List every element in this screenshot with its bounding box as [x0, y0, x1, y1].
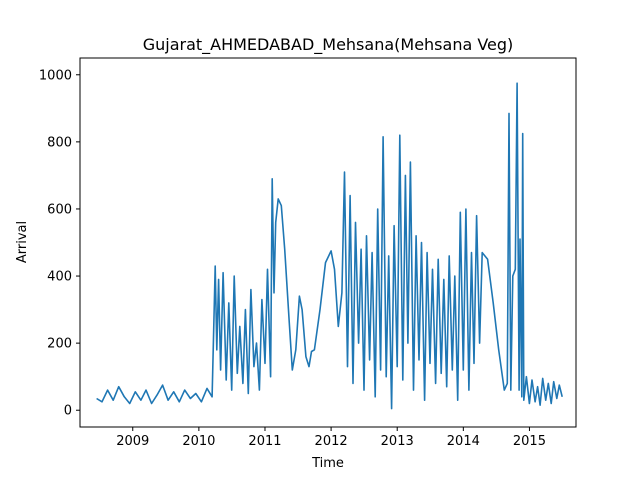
series-line-1 — [96, 82, 563, 410]
y-tick-label: 1000 — [39, 68, 72, 83]
y-axis-label: Arrival — [15, 221, 30, 263]
y-tick-label: 0 — [64, 404, 72, 419]
x-tick-label: 2015 — [513, 434, 546, 449]
y-tick-label: 200 — [47, 337, 72, 352]
x-tick-label: 2014 — [447, 434, 480, 449]
x-axis-label: Time — [311, 456, 344, 471]
plot-frame — [79, 57, 577, 428]
y-tick-label: 800 — [47, 135, 72, 150]
y-tick-label: 400 — [47, 270, 72, 285]
chart-title: Gujarat_AHMEDABAD_Mehsana(Mehsana Veg) — [143, 35, 514, 55]
x-tick-label: 2012 — [315, 434, 348, 449]
x-tick-label: 2009 — [116, 434, 149, 449]
x-tick-label: 2011 — [248, 434, 281, 449]
x-tick-label: 2010 — [182, 434, 215, 449]
x-tick-label: 2013 — [381, 434, 414, 449]
y-tick-label: 600 — [47, 202, 72, 217]
plot-area — [96, 82, 563, 410]
axes: 2009 2010 2011 2012 2013 2014 2015 0 200 400 600 80… — [39, 57, 577, 449]
